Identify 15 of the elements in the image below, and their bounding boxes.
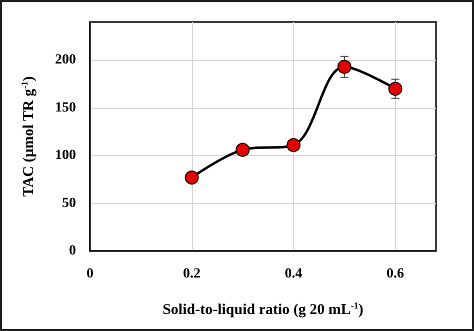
point [236, 142, 250, 157]
x-tick-label: 0 [86, 266, 94, 282]
point [388, 82, 402, 96]
y-tick-label: 200 [55, 52, 76, 68]
y-tick-label: 50 [62, 196, 76, 211]
y-tick-label: 100 [55, 148, 76, 164]
y-axis-title: TAC (µmol TR g-1) [20, 76, 37, 197]
x-tick-label: 0.2 [183, 266, 201, 282]
x-tick-label: 0.4 [284, 266, 302, 282]
y-tick-label: 150 [55, 100, 76, 116]
x-tick-label: 0.6 [386, 266, 404, 282]
y-tick-label: 0 [69, 244, 76, 258]
point [184, 170, 199, 185]
point [337, 60, 352, 74]
point [286, 138, 301, 152]
